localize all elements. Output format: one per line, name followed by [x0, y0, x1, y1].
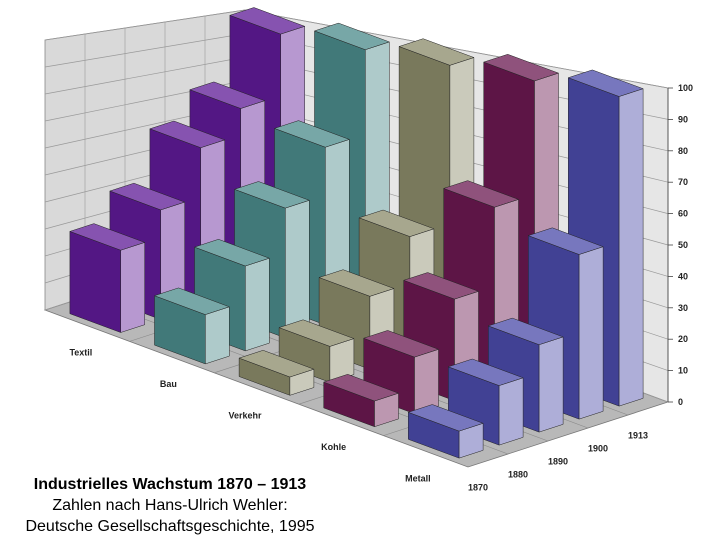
bar-top [322, 374, 400, 402]
bar-top [318, 269, 395, 297]
chart-title: Industrielles Wachstum 1870 – 1913 [34, 476, 307, 493]
bar-top [193, 239, 271, 267]
bar [153, 287, 231, 365]
y-tick-label: 70 [678, 177, 688, 187]
y-tick-label: 40 [678, 271, 688, 281]
bar-top [278, 319, 355, 347]
category-label: Bau [160, 379, 177, 389]
depth-label: 1870 [468, 483, 488, 493]
plot-area: 0 10 20 30 40 50 60 70 80 90 100 Textil Bau Verkehr Ko… [43, 7, 693, 493]
chart-source: Deutsche Gesellschaftsgeschichte, 1995 [25, 518, 314, 535]
bar-top [149, 120, 226, 148]
y-tick-label: 0 [678, 397, 683, 407]
depth-label: 1890 [548, 457, 568, 467]
bar-side [285, 199, 310, 339]
caption-box [0, 468, 340, 540]
bar [407, 404, 484, 459]
y-tick-label: 30 [678, 303, 688, 313]
bar-top [109, 182, 186, 211]
bar-top [233, 181, 311, 209]
depth-label: 1880 [508, 470, 528, 480]
bar-top [238, 350, 315, 378]
y-tick-label: 100 [678, 83, 693, 93]
bar-top [402, 272, 480, 300]
bar-top [229, 7, 306, 35]
bar [238, 350, 315, 396]
bar-top [567, 69, 644, 97]
bar-side [245, 257, 270, 352]
depth-label: 1913 [628, 431, 648, 441]
bar-side [205, 306, 230, 365]
bar-top [487, 317, 564, 345]
y-tick-label: 60 [678, 209, 688, 219]
y-tick-label: 10 [678, 366, 688, 376]
bar-side [618, 88, 644, 407]
category-label: Kohle [321, 442, 346, 452]
bar-top [482, 54, 560, 82]
depth-label: 1900 [588, 444, 608, 454]
bar-top [447, 358, 524, 386]
bar-top [189, 81, 266, 109]
category-label: Metall [405, 473, 431, 483]
bar-side [578, 246, 604, 420]
bar-side [414, 348, 439, 415]
bar-top [442, 180, 520, 208]
y-tick-label: 20 [678, 334, 688, 344]
bar-side [538, 336, 564, 433]
bar-side [498, 377, 524, 446]
bar-top [273, 120, 351, 148]
bar-top [407, 404, 484, 432]
bar-top [362, 330, 440, 358]
bar-top [358, 209, 435, 237]
category-label: Verkehr [228, 411, 262, 421]
bar-side [120, 242, 145, 333]
bar [322, 374, 400, 428]
category-label: Textil [69, 348, 92, 358]
bar-top [153, 287, 231, 315]
y-tick-label: 90 [678, 114, 688, 124]
bar-top [398, 38, 475, 66]
y-tick-label: 80 [678, 146, 688, 156]
bar [278, 319, 355, 383]
chart-subtitle: Zahlen nach Hans-Ulrich Wehler: [52, 497, 287, 514]
bar [69, 223, 146, 333]
y-tick-label: 50 [678, 240, 688, 250]
bar-top [69, 223, 146, 251]
bar-top [313, 22, 391, 50]
bar-top [527, 227, 604, 255]
